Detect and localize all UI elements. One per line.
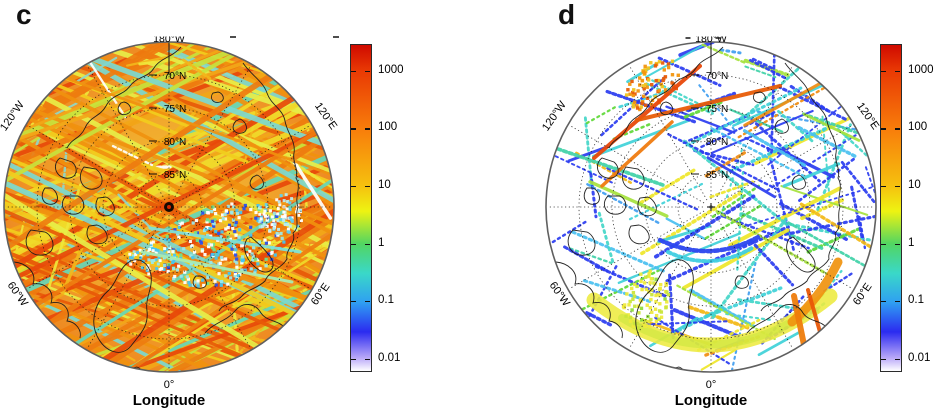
colorbar-tick-mark — [881, 70, 886, 72]
colorbar-tick-label: 1 — [378, 236, 385, 249]
colorbar-tick-mark — [365, 185, 370, 187]
panel-d-map: 180°W70°N75°N80°N85°N120°W60°W120°E60°E0… — [542, 14, 881, 409]
colorbar-tick-label: 1000 — [378, 63, 404, 76]
colorbar-tick-mark — [351, 185, 356, 187]
pole-marker-center — [167, 205, 171, 209]
colorbar-tick-label: 0.1 — [908, 293, 924, 306]
coastlines-layer — [555, 46, 841, 372]
bottom-lon-tick-label: 0° — [706, 379, 717, 391]
colorbar-tick-mark — [895, 185, 900, 187]
graticule-layer — [548, 44, 874, 370]
panel-c-letter: c — [16, 0, 32, 30]
xaxis-label: Longitude — [675, 392, 747, 409]
lat-ring-label: 85°N — [164, 170, 186, 181]
lat-ring-label: 75°N — [164, 104, 186, 115]
colorbar-gradient — [880, 44, 902, 372]
colorbar-tick-label: 0.01 — [908, 351, 931, 364]
lon-edge-label: 120°W — [542, 99, 569, 134]
lon-edge-label: 120°E — [854, 101, 881, 133]
colorbar-tick-mark — [881, 358, 886, 360]
figure-crop-mask — [666, 14, 756, 37]
figure-crop-mask — [124, 14, 214, 37]
data-swaths-layer — [4, 42, 334, 372]
colorbar-gradient — [350, 44, 372, 372]
colorbar-tick-mark — [895, 70, 900, 72]
colorbar-tick-label: 10 — [908, 178, 921, 191]
map-rim — [3, 41, 335, 373]
colorbar-tick-label: 100 — [908, 121, 928, 134]
map-rim — [545, 41, 877, 373]
colorbar-tick-mark — [365, 243, 370, 245]
colorbar-tick-mark — [351, 243, 356, 245]
xaxis-label: Longitude — [133, 392, 205, 409]
colorbar-tick-label: 10 — [378, 178, 391, 191]
colorbar-tick-label: 1 — [908, 236, 915, 249]
colorbar-tick-mark — [351, 358, 356, 360]
lat-ring-label: 80°N — [164, 137, 186, 148]
colorbar-tick-mark — [895, 243, 900, 245]
panel-d-letter: d — [558, 0, 576, 30]
colorbar-tick-label: 0.01 — [378, 351, 401, 364]
colorbar-tick-mark — [365, 300, 370, 303]
lat-ring-label: 80°N — [706, 137, 728, 148]
colorbar-tick-mark — [895, 300, 900, 303]
lat-ring-label: 70°N — [706, 71, 728, 82]
colorbar-tick-mark — [351, 300, 356, 303]
lat-ring-label: 75°N — [706, 104, 728, 115]
colorbar-tick-mark — [351, 128, 356, 130]
panel-c-colorbar: 1000 100 10 1 0.1 0.01 — [350, 44, 422, 378]
pole-marker-center — [709, 205, 713, 209]
panel-d-colorbar: 1000 100 10 1 0.1 0.01 — [880, 44, 943, 378]
colorbar-tick-mark — [365, 358, 370, 360]
colorbar-tick-mark — [881, 243, 886, 245]
colorbar-tick-label: 1000 — [908, 63, 934, 76]
colorbar-tick-mark — [365, 70, 370, 72]
colorbar-tick-mark — [895, 128, 900, 130]
bottom-lon-tick-label: 0° — [164, 379, 175, 391]
colorbar-tick-mark — [365, 128, 370, 130]
lat-ring-label: 70°N — [164, 71, 186, 82]
lat-ring-label: 85°N — [706, 170, 728, 181]
colorbar-tick-label: 0.1 — [378, 293, 394, 306]
colorbar-tick-mark — [881, 128, 886, 130]
lon-edge-label: 120°W — [0, 99, 27, 134]
colorbar-tick-mark — [881, 300, 886, 303]
graticule-layer — [6, 44, 332, 370]
lon-edge-label: 120°E — [312, 101, 339, 133]
colorbar-tick-label: 100 — [378, 121, 398, 134]
panel-c-map: 180°W70°N75°N80°N85°N120°W60°W120°E60°E0… — [0, 14, 339, 409]
colorbar-tick-mark — [895, 358, 900, 360]
colorbar-tick-mark — [881, 185, 886, 187]
colorbar-tick-mark — [351, 70, 356, 72]
